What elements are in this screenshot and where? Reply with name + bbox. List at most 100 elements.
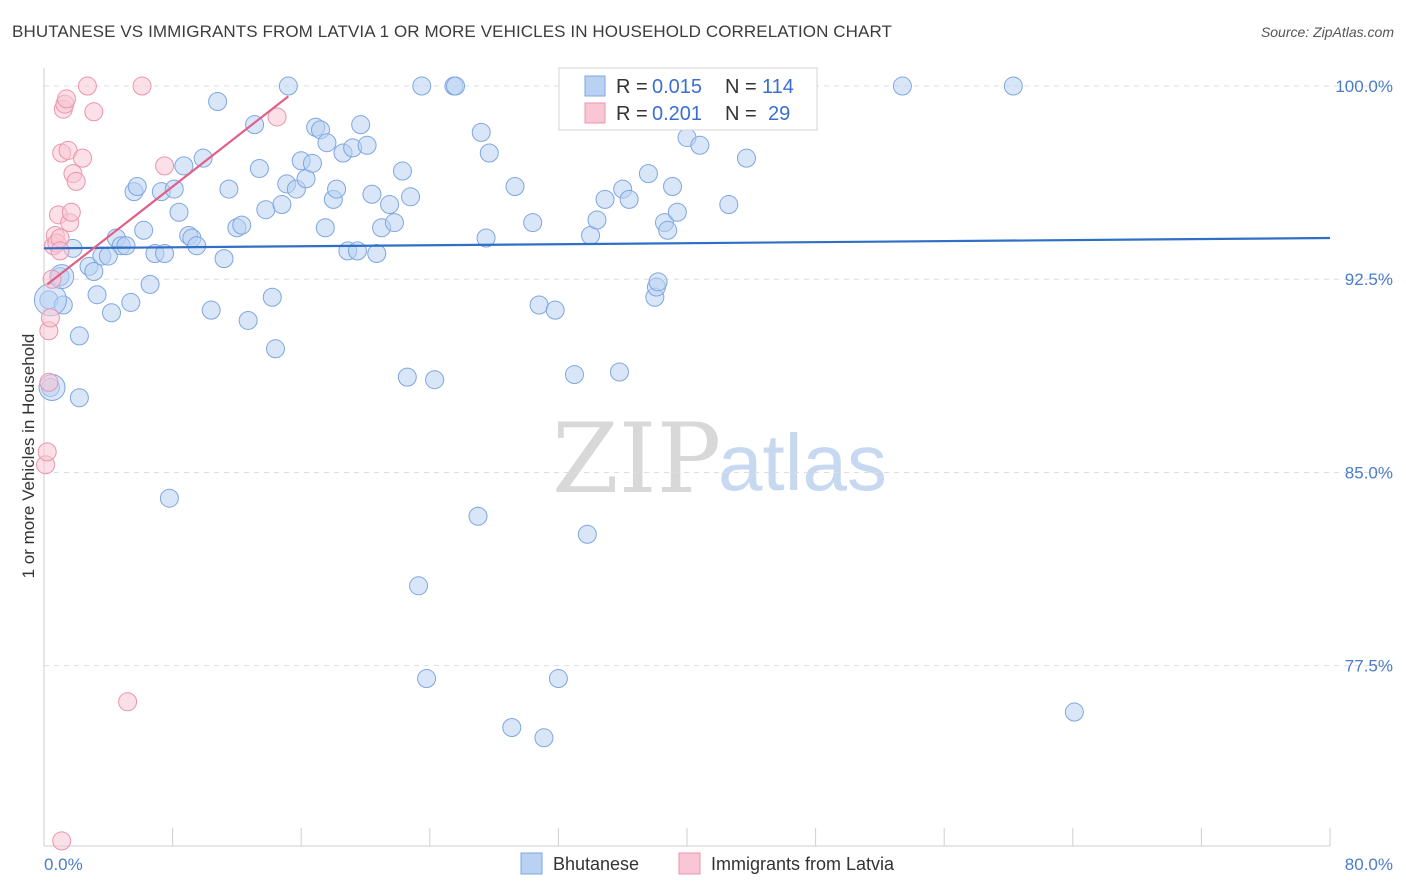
latvia-point-20 — [73, 148, 93, 168]
bhutanese-point-11 — [102, 303, 122, 323]
bhutanese-point-67 — [397, 367, 417, 387]
latvia-point-22 — [84, 102, 104, 122]
latvia-point-23 — [118, 692, 138, 712]
bhutanese-point-19 — [140, 274, 160, 294]
bhutanese-point-23 — [159, 488, 179, 508]
trend-line-bhutanese — [43, 236, 1331, 250]
bhutanese-point-37 — [238, 310, 258, 330]
bhutanese-point-93 — [619, 189, 639, 209]
series-legend: Bhutanese Immigrants from Latvia — [520, 852, 895, 875]
bhutanese-point-104 — [719, 195, 739, 215]
bhutanese-point-89 — [587, 210, 607, 230]
bhutanese-point-60 — [357, 135, 377, 155]
bhutanese-point-81 — [523, 213, 543, 233]
latvia-point-21 — [77, 76, 97, 96]
bhutanese-point-61 — [362, 184, 382, 204]
bhutanese-point-30 — [193, 148, 213, 168]
bhutanese-point-91 — [609, 362, 629, 382]
latvia-point-24 — [132, 76, 152, 96]
latvia-point-26 — [267, 107, 287, 127]
bhutanese-point-85 — [548, 669, 568, 689]
bhutanese-point-33 — [214, 249, 234, 269]
legend-n-value-latvia: 29 — [768, 103, 790, 125]
bhutanese-point-9 — [87, 285, 107, 305]
bhutanese-point-59 — [351, 115, 371, 135]
bhutanese-point-103 — [690, 135, 710, 155]
bottom-legend-label-latvia: Immigrants from Latvia — [711, 854, 895, 874]
bhutanese-point-25 — [169, 202, 189, 222]
bhutanese-point-99 — [658, 220, 678, 240]
y-tick-label-0: 100.0% — [1335, 77, 1393, 96]
bhutanese-point-24 — [164, 179, 184, 199]
bhutanese-point-34 — [219, 179, 239, 199]
bhutanese-point-112 — [98, 246, 118, 266]
bhutanese-point-18 — [134, 220, 154, 240]
latvia-point-1 — [37, 442, 57, 462]
trend-lines — [43, 95, 1331, 286]
bhutanese-point-62 — [367, 243, 387, 263]
bhutanese-point-82 — [529, 295, 549, 315]
watermark-zip: ZIP — [552, 403, 721, 515]
bhutanese-point-32 — [208, 91, 228, 111]
y-tick-label-3: 77.5% — [1345, 657, 1393, 676]
series-latvia-points — [36, 76, 287, 851]
legend-r-value-bhutanese: 0.015 — [652, 76, 702, 98]
x-tick-label-max: 80.0% — [1345, 855, 1393, 874]
watermark: ZIP atlas — [552, 403, 887, 515]
trend-line-latvia — [46, 95, 290, 286]
bhutanese-point-22 — [155, 243, 175, 263]
bottom-legend-swatch-latvia — [678, 852, 701, 875]
bhutanese-point-54 — [327, 179, 347, 199]
bhutanese-point-45 — [278, 76, 298, 96]
x-tick-marks — [43, 828, 1331, 846]
bhutanese-point-101 — [667, 202, 687, 222]
bhutanese-point-6 — [69, 388, 89, 408]
bhutanese-point-107 — [892, 76, 912, 96]
bhutanese-point-8 — [84, 262, 104, 282]
bhutanese-point-69 — [409, 576, 429, 596]
correlation-legend: R = 0.015 N = 114 R = 0.201 N = 29 — [558, 67, 818, 131]
bhutanese-point-49 — [302, 153, 322, 173]
chart-title: BHUTANESE VS IMMIGRANTS FROM LATVIA 1 OR… — [12, 22, 893, 41]
bhutanese-point-106 — [736, 148, 756, 168]
bhutanese-point-29 — [187, 236, 207, 256]
y-axis-label: 1 or more Vehicles in Household — [19, 334, 38, 579]
bhutanese-point-76 — [471, 122, 491, 142]
bhutanese-point-94 — [638, 164, 658, 184]
latvia-point-28 — [50, 241, 70, 261]
latvia-point-14 — [57, 89, 77, 109]
legend-n-label-2: N = — [725, 103, 757, 125]
bhutanese-point-58 — [347, 241, 367, 261]
legend-r-value-latvia: 0.201 — [652, 103, 702, 125]
bhutanese-point-78 — [479, 143, 499, 163]
bhutanese-point-39 — [249, 158, 269, 178]
bhutanese-point-83 — [534, 728, 554, 748]
x-tick-label-min: 0.0% — [44, 855, 83, 874]
bhutanese-point-31 — [201, 300, 221, 320]
bhutanese-point-108 — [1003, 76, 1023, 96]
y-tick-labels: 100.0% 92.5% 85.0% 77.5% — [1335, 77, 1393, 676]
bhutanese-point-26 — [174, 156, 194, 176]
legend-n-label-1: N = — [725, 76, 757, 98]
bhutanese-point-15 — [121, 292, 141, 312]
bhutanese-point-64 — [380, 195, 400, 215]
grid-lines — [44, 85, 1394, 667]
bhutanese-point-66 — [392, 161, 412, 181]
bhutanese-point-5 — [69, 326, 89, 346]
bhutanese-point-75 — [468, 506, 488, 526]
bhutanese-point-100 — [663, 177, 683, 197]
bhutanese-point-70 — [412, 76, 432, 96]
bhutanese-point-42 — [265, 339, 285, 359]
bottom-legend-swatch-bhutanese — [520, 852, 543, 875]
latvia-point-25 — [155, 156, 175, 176]
bhutanese-point-65 — [384, 213, 404, 233]
bhutanese-point-41 — [262, 287, 282, 307]
bhutanese-point-109 — [1064, 702, 1084, 722]
latvia-point-27 — [52, 831, 72, 851]
y-tick-label-2: 85.0% — [1345, 463, 1393, 482]
bhutanese-point-43 — [272, 195, 292, 215]
latvia-point-19 — [66, 171, 86, 191]
latvia-point-17 — [61, 202, 81, 222]
bhutanese-point-14 — [116, 236, 136, 256]
legend-r-label-1: R = — [616, 76, 648, 98]
